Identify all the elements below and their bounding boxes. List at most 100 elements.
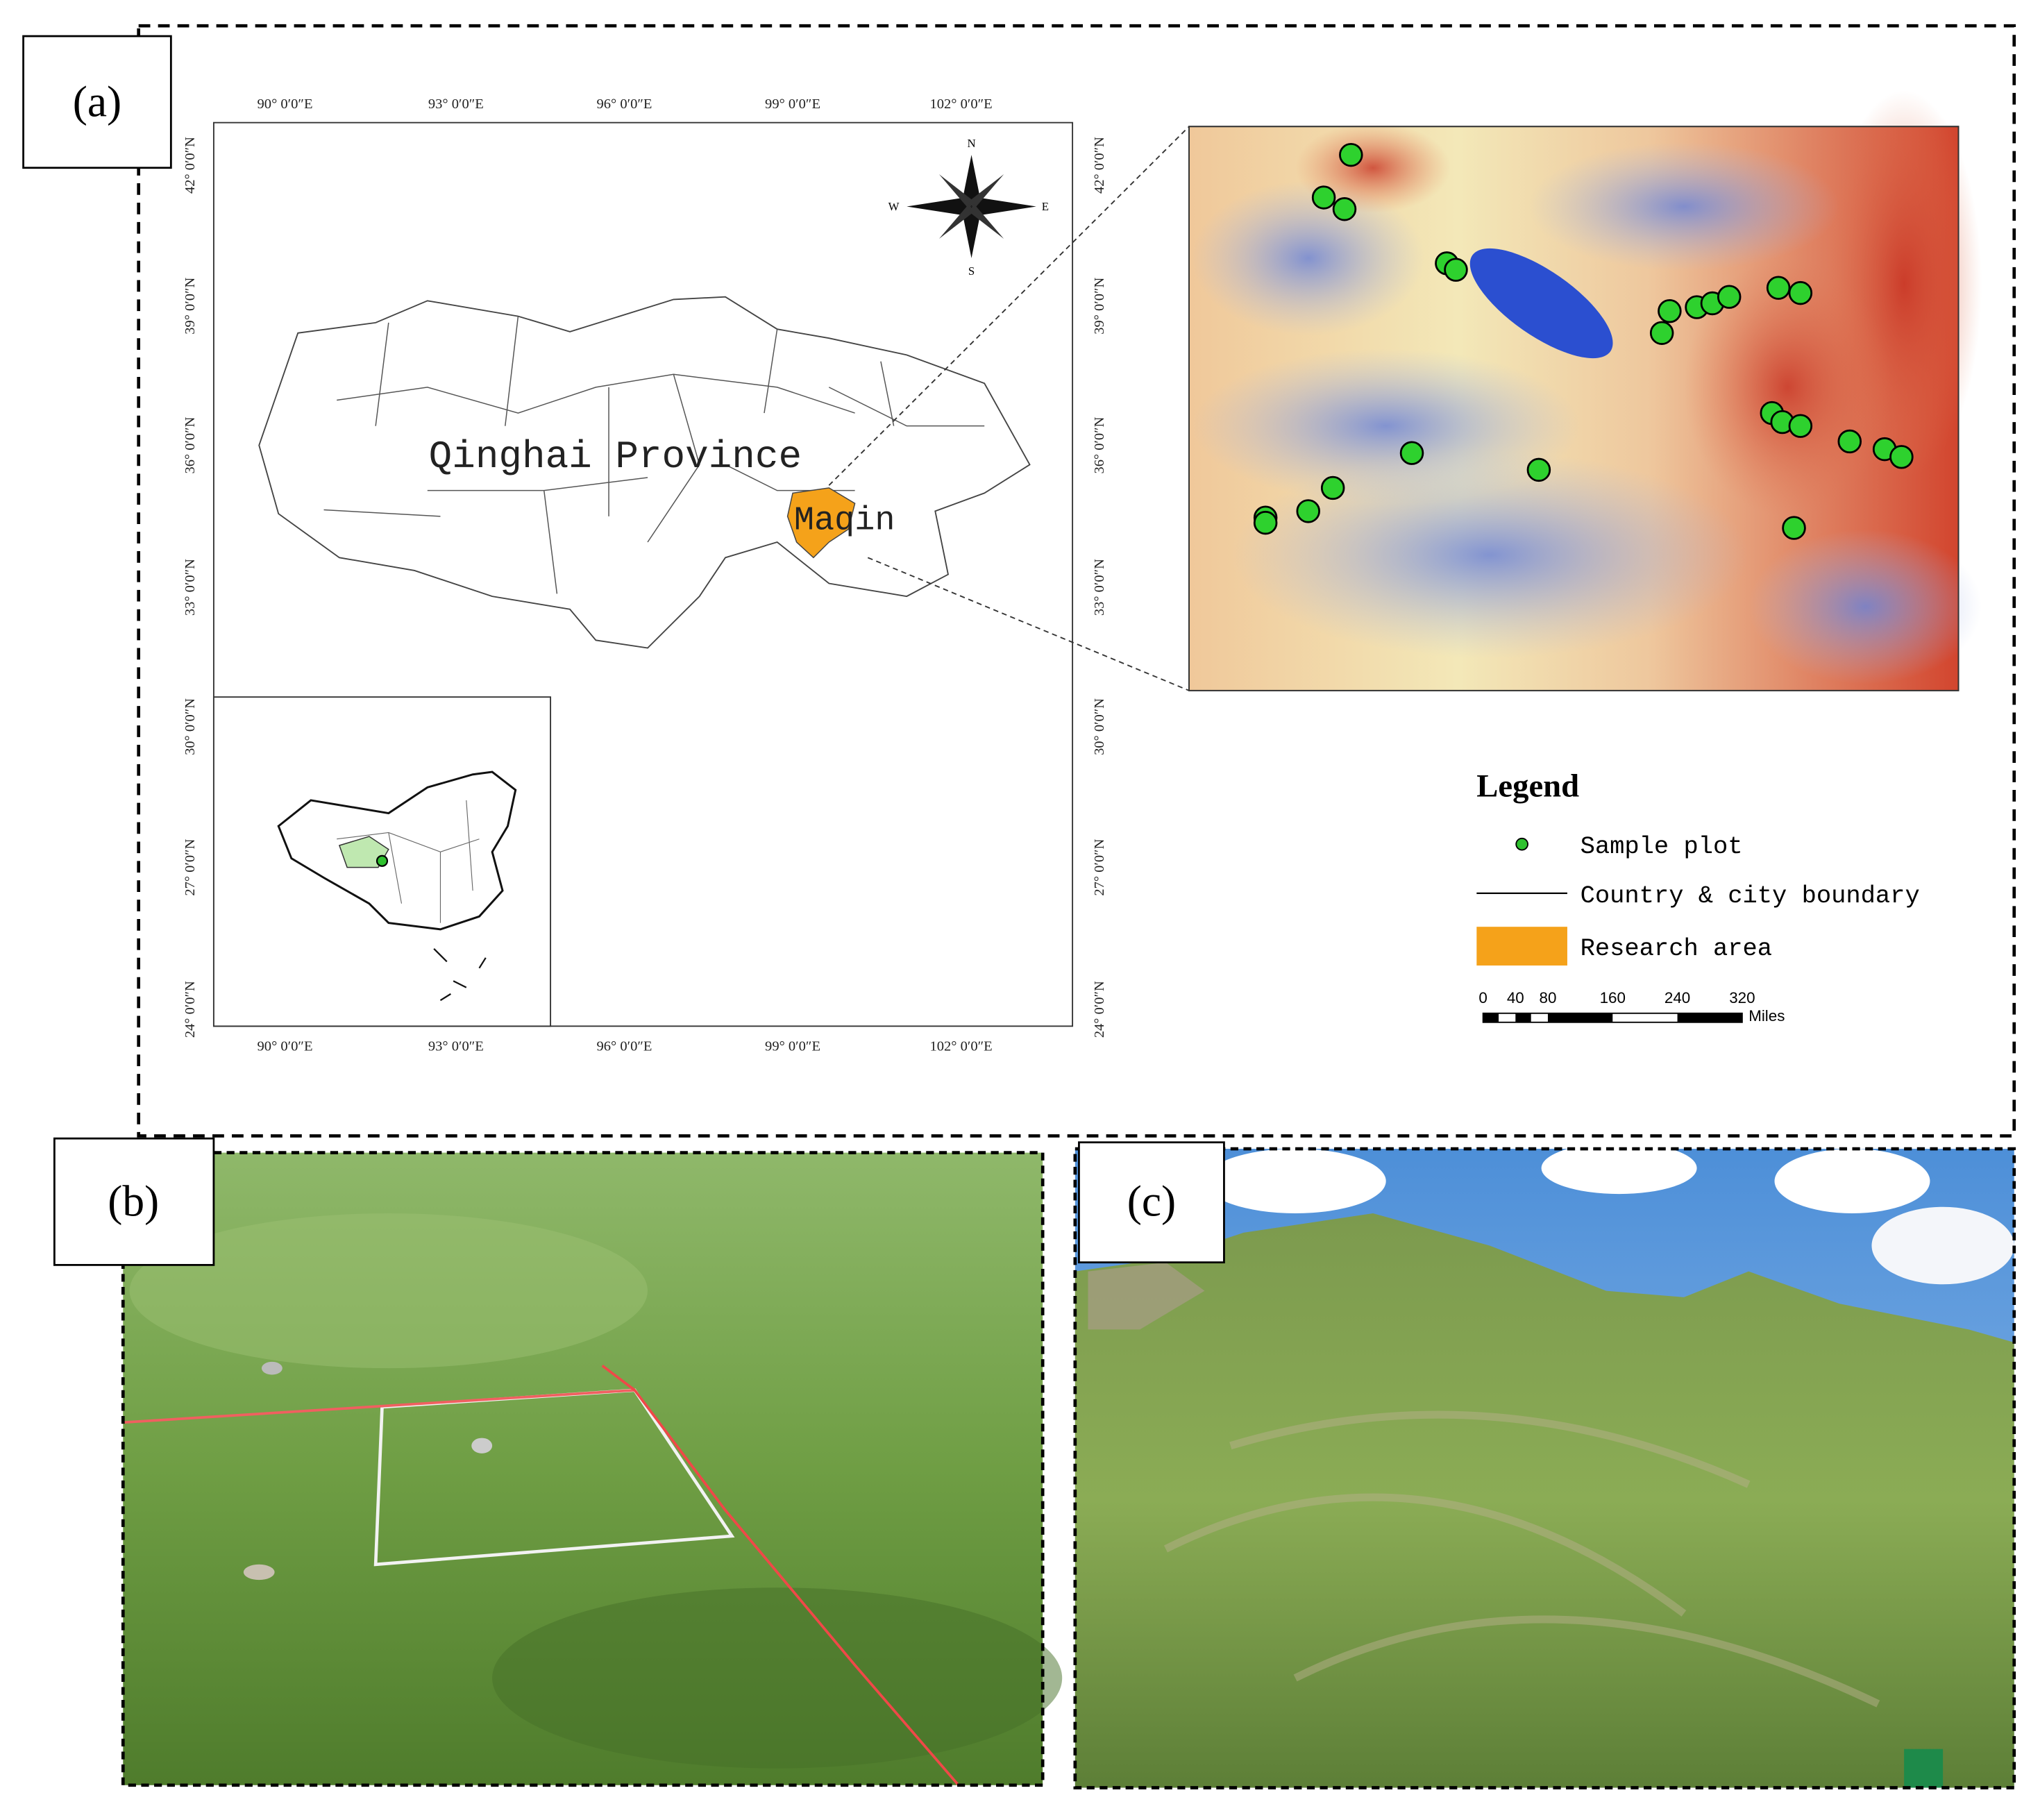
legend-item: Research area	[1581, 935, 1772, 963]
inset-map	[212, 696, 552, 1027]
panel-c-shape	[1163, 1410, 1880, 1708]
legend: Legend Sample plot Country & city bounda…	[1476, 768, 1920, 966]
compass-shape	[962, 155, 981, 207]
panel-b-shape	[121, 1151, 1045, 1787]
inset-map-shape	[277, 770, 517, 931]
lon-label: 90° 0′0″E	[258, 96, 313, 112]
province-map-shape	[786, 487, 856, 559]
panel-b-shape	[123, 1388, 635, 1424]
sample-plot	[1837, 429, 1862, 454]
legend-shape	[1476, 927, 1567, 966]
legend-item: Sample plot	[1581, 833, 1743, 861]
sample-plot	[1658, 298, 1682, 323]
lon-label: 99° 0′0″E	[765, 1039, 820, 1054]
panel-c-shape	[1871, 1206, 2014, 1285]
dem-map-shape	[1230, 451, 1749, 659]
scale-tick: 320	[1729, 989, 1755, 1006]
sample-plot	[1717, 285, 1742, 309]
panel-b-shape	[601, 1364, 960, 1787]
lon-label: 102° 0′0″E	[930, 96, 993, 112]
scale-bar-shape	[1515, 1013, 1531, 1022]
compass-label: E	[1042, 200, 1049, 213]
sample-plot	[1788, 280, 1813, 305]
panel-c-shape	[1904, 1749, 1944, 1788]
region-label: Qinghai Province	[429, 435, 802, 479]
graticule-labels: 90° 0′0″E 90° 0′0″E 93° 0′0″E 93° 0′0″E 96° …	[183, 96, 1107, 1054]
compass-shape	[962, 206, 981, 258]
dem-map-shape	[1188, 126, 1960, 691]
panel-c-shape	[1774, 1149, 1930, 1213]
scale-tick: 80	[1540, 989, 1557, 1006]
sample-plot	[1444, 258, 1468, 282]
dem-map-shape	[1191, 180, 1425, 336]
scale-tick: 0	[1478, 989, 1487, 1006]
scale-unit: Miles	[1748, 1007, 1785, 1025]
lon-label: 93° 0′0″E	[428, 1039, 484, 1054]
panel-label: (a)	[73, 77, 121, 126]
lat-label: 42° 0′0″N	[1092, 137, 1107, 194]
province-map-shape	[258, 296, 1031, 649]
compass-shape	[971, 197, 1036, 216]
panel-c-shape	[1078, 1141, 1225, 1264]
compass-label: W	[888, 200, 900, 213]
panel-a-shape	[22, 35, 172, 169]
area-label: Maqin	[794, 501, 895, 539]
lat-label: 36° 0′0″N	[1092, 416, 1107, 473]
panel-label: (b)	[108, 1177, 159, 1226]
compass-shape	[968, 203, 1004, 239]
panel-c-shape	[1075, 1213, 2014, 1788]
panel-c-shape	[1541, 1142, 1697, 1195]
sample-plot	[1311, 185, 1336, 210]
lon-label: 102° 0′0″E	[930, 1039, 993, 1054]
inset-map-shape	[376, 854, 389, 867]
dem-map-shape	[1528, 142, 1839, 271]
panel-b-shape	[243, 1564, 275, 1581]
lat-label: 27° 0′0″N	[1092, 839, 1107, 895]
compass-shape	[968, 174, 1004, 210]
panel-c-shape	[1088, 1262, 1205, 1330]
sample-plot	[1339, 142, 1363, 167]
compass-shape	[938, 174, 975, 210]
province-map-shape	[867, 557, 1190, 691]
sample-plot	[1782, 516, 1806, 540]
lat-label: 39° 0′0″N	[1092, 278, 1107, 335]
panel-c-shape	[1073, 1147, 2016, 1789]
panel-b: (b)	[53, 1137, 1063, 1787]
sample-plot	[1399, 441, 1424, 465]
dem-map-shape	[1748, 529, 1982, 684]
compass-label: N	[967, 137, 975, 150]
legend-item: Country & city boundary	[1581, 882, 1920, 910]
compass-shape	[938, 203, 975, 239]
compass-label: S	[968, 264, 975, 278]
panel-b-shape	[53, 1137, 215, 1266]
sample-plot	[1889, 445, 1914, 469]
panel-label: (c)	[1127, 1177, 1176, 1226]
province-map: Qinghai Province Maqin	[258, 126, 1190, 691]
lat-label: 42° 0′0″N	[183, 137, 198, 194]
lat-label: 39° 0′0″N	[183, 278, 198, 335]
lon-label: 90° 0′0″E	[258, 1039, 313, 1054]
sample-plot	[1332, 197, 1357, 221]
panel-b-shape	[129, 1213, 648, 1369]
sample-plots	[1253, 142, 1914, 540]
lat-label: 24° 0′0″N	[183, 981, 198, 1038]
sample-plot	[1320, 475, 1345, 500]
sample-plot	[1253, 510, 1278, 535]
scale-tick: 240	[1665, 989, 1690, 1006]
lat-label: 33° 0′0″N	[183, 559, 198, 616]
dem-map	[1188, 90, 1982, 691]
legend-title: Legend	[1476, 768, 1579, 804]
compass-shape	[907, 197, 972, 216]
sample-plot	[1526, 457, 1551, 482]
panel-a-shape	[137, 24, 2016, 1138]
sample-plot	[1766, 276, 1791, 300]
sample-plot	[1788, 414, 1813, 438]
scale-tick: 40	[1507, 989, 1524, 1006]
scale-bar-shape	[1677, 1013, 1742, 1022]
dem-map-shape	[1295, 122, 1451, 213]
lat-label: 24° 0′0″N	[1092, 981, 1107, 1038]
lon-label: 93° 0′0″E	[428, 96, 484, 112]
lat-label: 30° 0′0″N	[1092, 698, 1107, 755]
